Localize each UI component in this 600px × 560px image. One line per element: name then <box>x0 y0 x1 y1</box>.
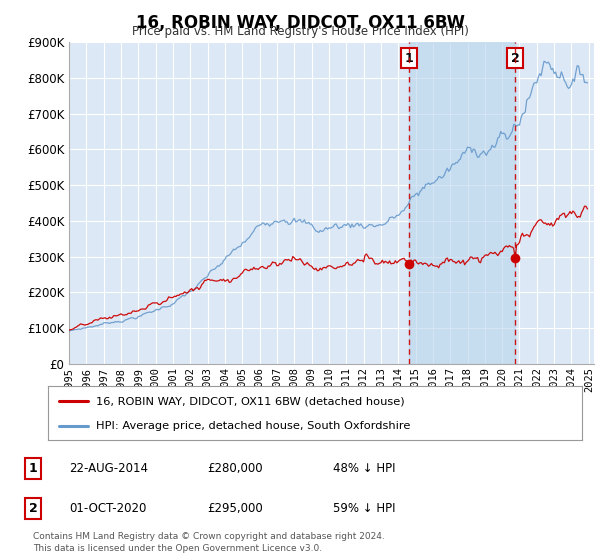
Text: £295,000: £295,000 <box>207 502 263 515</box>
Text: 59% ↓ HPI: 59% ↓ HPI <box>333 502 395 515</box>
Text: 16, ROBIN WAY, DIDCOT, OX11 6BW (detached house): 16, ROBIN WAY, DIDCOT, OX11 6BW (detache… <box>96 396 404 407</box>
Text: 2: 2 <box>511 52 520 64</box>
Text: 01-OCT-2020: 01-OCT-2020 <box>69 502 146 515</box>
Bar <box>409 42 515 364</box>
Text: 2: 2 <box>29 502 37 515</box>
Text: Price paid vs. HM Land Registry's House Price Index (HPI): Price paid vs. HM Land Registry's House … <box>131 25 469 38</box>
Text: 16, ROBIN WAY, DIDCOT, OX11 6BW: 16, ROBIN WAY, DIDCOT, OX11 6BW <box>136 14 464 32</box>
Text: 48% ↓ HPI: 48% ↓ HPI <box>333 462 395 475</box>
Text: Contains HM Land Registry data © Crown copyright and database right 2024.
This d: Contains HM Land Registry data © Crown c… <box>33 532 385 553</box>
Text: 22-AUG-2014: 22-AUG-2014 <box>69 462 148 475</box>
Text: £280,000: £280,000 <box>207 462 263 475</box>
Text: HPI: Average price, detached house, South Oxfordshire: HPI: Average price, detached house, Sout… <box>96 421 410 431</box>
Text: 1: 1 <box>404 52 413 64</box>
Bar <box>409 42 515 364</box>
Text: 1: 1 <box>29 462 37 475</box>
